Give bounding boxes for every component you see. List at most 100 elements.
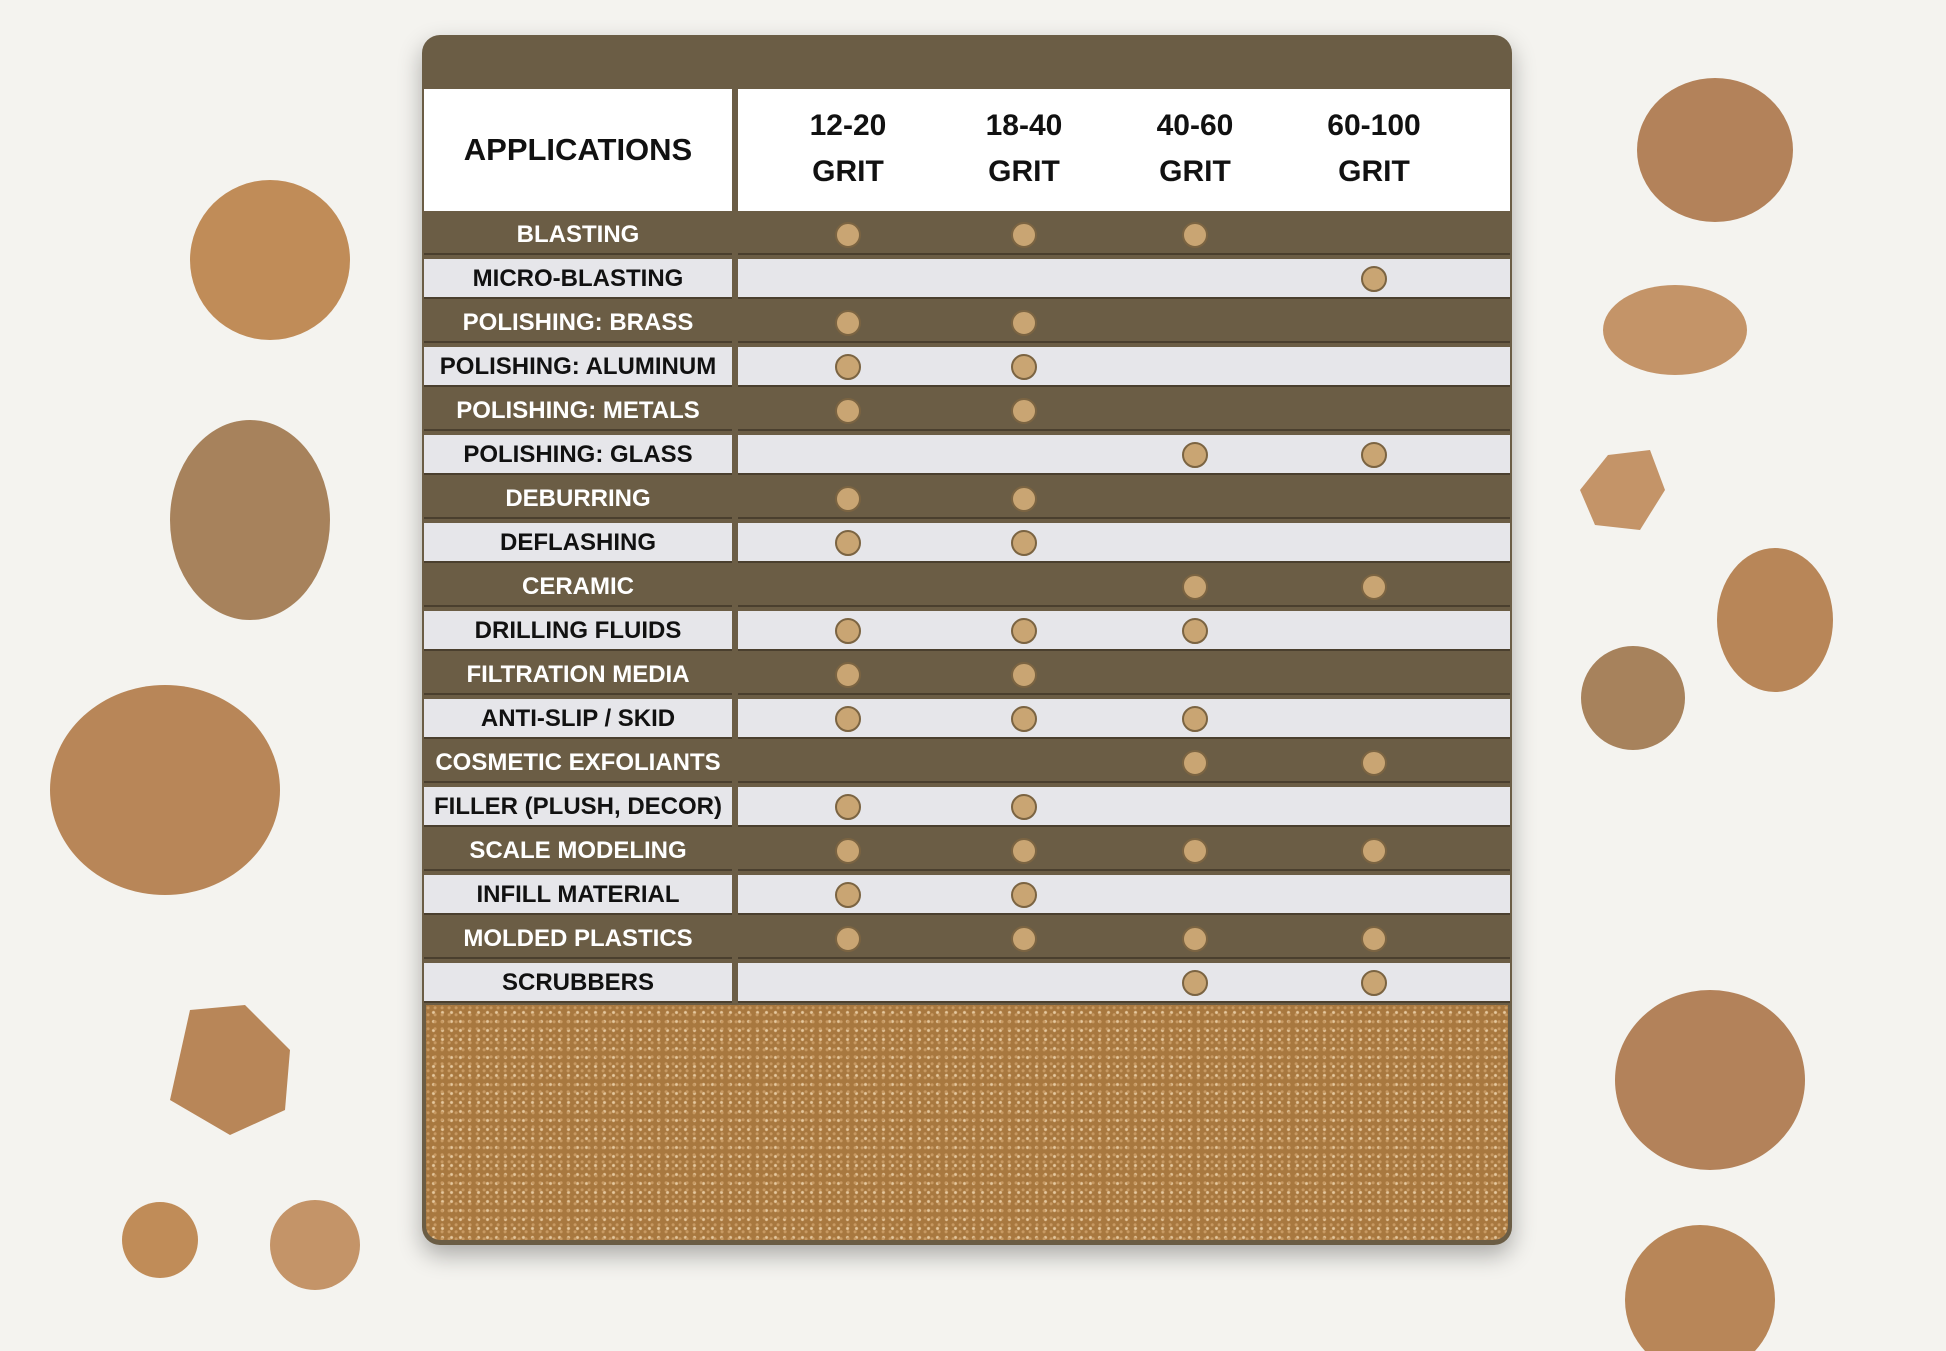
mark-dot (835, 926, 861, 952)
walnut (1615, 990, 1805, 1170)
row-label: FILLER (PLUSH, DECOR) (434, 793, 722, 820)
column-unit: GRIT (1159, 155, 1231, 188)
mark-dot (1361, 442, 1387, 468)
row-cell (738, 875, 1510, 915)
row-label-cell (424, 435, 732, 475)
shell (170, 1005, 290, 1135)
walnut (1637, 78, 1793, 222)
mark-dot (835, 486, 861, 512)
mark-dot (835, 354, 861, 380)
row-label-cell (424, 787, 732, 827)
row-cell (738, 259, 1510, 299)
walnut (1717, 548, 1833, 692)
mark-dot (1182, 574, 1208, 600)
mark-dot (835, 310, 861, 336)
row-cell (738, 567, 1510, 607)
column-range: 18-40 (985, 109, 1063, 142)
mark-dot (1182, 970, 1208, 996)
row-cell (738, 347, 1510, 387)
row-label: COSMETIC EXFOLIANTS (435, 749, 721, 776)
mark-dot (1011, 398, 1037, 424)
mark-dot (1182, 222, 1208, 248)
row-label-cell (424, 303, 732, 343)
mark-dot (1182, 618, 1208, 644)
mark-dot (1011, 486, 1037, 512)
row-label: DEFLASHING (500, 529, 656, 556)
row-label: SCALE MODELING (469, 837, 687, 864)
shell (1580, 450, 1665, 530)
row-label: POLISHING: BRASS (462, 309, 694, 336)
mark-dot (835, 662, 861, 688)
column-unit: GRIT (1338, 155, 1410, 188)
row-label-cell (424, 215, 732, 255)
row-cell (738, 479, 1510, 519)
row-cell (738, 963, 1510, 1003)
mark-dot (1182, 926, 1208, 952)
mark-dot (1011, 838, 1037, 864)
mark-dot (1361, 970, 1387, 996)
row-label: FILTRATION MEDIA (466, 661, 690, 688)
row-cell (738, 787, 1510, 827)
header-label: APPLICATIONS (463, 132, 693, 167)
row-label: DRILLING FLUIDS (474, 617, 682, 644)
row-label-cell (424, 743, 732, 783)
row-cell (738, 611, 1510, 651)
row-label: CERAMIC (522, 573, 634, 600)
row-label-cell (424, 655, 732, 695)
mark-dot (1011, 354, 1037, 380)
mark-dot (1011, 310, 1037, 336)
mark-dot (1011, 662, 1037, 688)
mark-dot (1361, 574, 1387, 600)
column-range: 60-100 (1327, 109, 1421, 142)
row-cell (738, 303, 1510, 343)
row-label-cell (424, 919, 732, 959)
walnut (122, 1202, 198, 1278)
walnut (270, 1200, 360, 1290)
mark-dot (1361, 266, 1387, 292)
mark-dot (1011, 222, 1037, 248)
row-cell (738, 743, 1510, 783)
row-label: BLASTING (516, 221, 640, 248)
row-label: ANTI-SLIP / SKID (480, 705, 676, 732)
row-label: MOLDED PLASTICS (463, 925, 693, 952)
row-label-cell (424, 347, 732, 387)
mark-dot (1011, 882, 1037, 908)
walnut (50, 685, 280, 895)
mark-dot (1011, 530, 1037, 556)
row-label-cell (424, 479, 732, 519)
column-range: 12-20 (809, 109, 887, 142)
row-label-cell (424, 831, 732, 871)
row-cell (738, 435, 1510, 475)
mark-dot (835, 706, 861, 732)
mark-dot (835, 838, 861, 864)
mark-dot (1182, 442, 1208, 468)
row-label: MICRO-BLASTING (472, 265, 684, 292)
ball (1581, 646, 1685, 750)
walnut (1625, 1225, 1775, 1351)
row-label-cell (424, 259, 732, 299)
mark-dot (835, 794, 861, 820)
row-label: DEBURRING (505, 485, 651, 512)
row-label: POLISHING: ALUMINUM (439, 353, 717, 380)
row-cell (738, 391, 1510, 431)
row-cell (738, 655, 1510, 695)
row-label: SCRUBBERS (501, 969, 654, 996)
mark-dot (1182, 838, 1208, 864)
mark-dot (1361, 750, 1387, 776)
row-label-cell (424, 567, 732, 607)
column-unit: GRIT (988, 155, 1060, 188)
row-cell (738, 523, 1510, 563)
grit-sample (426, 1005, 1508, 1240)
mark-dot (1011, 794, 1037, 820)
chart-panel: APPLICATIONS 12-20 GRIT 18-40 GRIT 40-60 GRIT 6… (422, 35, 1512, 1245)
mark-dot (1182, 706, 1208, 732)
row-cell (738, 699, 1510, 739)
header-cell (738, 89, 1510, 211)
mark-dot (835, 882, 861, 908)
row-label: INFILL MATERIAL (476, 881, 680, 908)
row-label: POLISHING: METALS (456, 397, 700, 424)
mark-dot (835, 398, 861, 424)
walnut (1603, 285, 1747, 375)
